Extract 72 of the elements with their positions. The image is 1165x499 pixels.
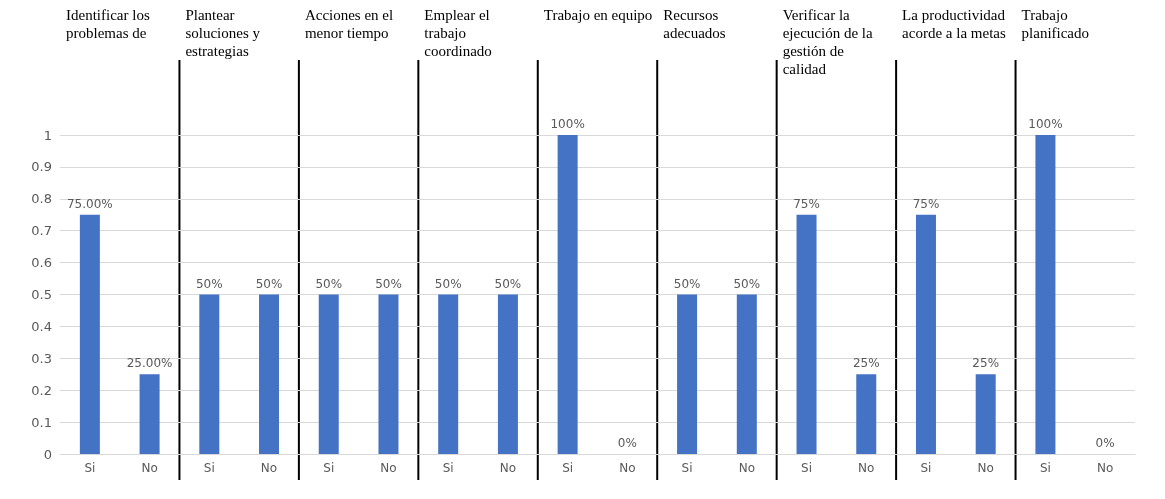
data-label: 100% (1028, 117, 1063, 131)
data-label: 75% (793, 196, 820, 211)
data-label: 0% (1095, 436, 1115, 450)
x-tick-label: No (1096, 461, 1114, 475)
data-label: 25.00% (126, 356, 173, 371)
x-tick-label: No (499, 461, 517, 475)
x-tick-label: Si (323, 461, 335, 475)
x-tick-label: Si (801, 461, 812, 475)
bar (199, 294, 220, 454)
x-tick-label: Si (203, 461, 215, 475)
x-tick-label: No (260, 461, 278, 475)
y-tick-label: 0.9 (31, 159, 52, 175)
bar (318, 294, 339, 454)
x-tick-label: No (380, 461, 397, 475)
text: Recursos adecuados (663, 7, 726, 41)
data-label: 25% (972, 356, 1000, 371)
y-tick-label: 0.1 (31, 414, 52, 430)
text: Trabajo en equipo (543, 7, 653, 23)
bar (497, 294, 518, 454)
bar (1035, 135, 1056, 454)
x-tick-label: Si (442, 461, 454, 475)
data-label: 100% (550, 117, 585, 131)
y-tick-label: 0 (43, 446, 52, 462)
text: Emplear el trabajo coordinado (424, 7, 494, 59)
data-label: 50% (494, 276, 522, 291)
y-tick-label: 0.7 (31, 223, 52, 239)
data-label: 50% (375, 276, 402, 291)
x-tick-label: Si (920, 461, 932, 475)
bar (915, 214, 936, 454)
data-label: 50% (195, 276, 223, 291)
bar (736, 294, 757, 454)
data-label: 50% (434, 276, 462, 291)
bar (79, 214, 100, 454)
data-label: 50% (673, 276, 701, 291)
x-tick-label: Si (1039, 461, 1051, 475)
text: Trabajo planificado (1021, 7, 1090, 41)
data-label: 50% (733, 276, 761, 291)
y-tick-label: 0.6 (31, 255, 52, 271)
bar (438, 294, 459, 454)
y-tick-label: 0.4 (31, 318, 52, 334)
text: Acciones en el menor tiempo (304, 7, 397, 41)
y-tick-label: 0.5 (31, 287, 52, 302)
y-tick-label: 1 (43, 127, 52, 143)
x-tick-label: No (738, 461, 755, 475)
data-label: 50% (255, 276, 283, 291)
bar (557, 135, 578, 454)
y-tick-label: 0.8 (31, 191, 52, 207)
x-tick-label: No (619, 461, 636, 475)
x-tick-label: No (858, 461, 875, 475)
x-tick-label: No (977, 461, 994, 475)
x-tick-label: No (141, 461, 158, 475)
text: Plantear soluciones y estrategias (185, 7, 264, 59)
bar (856, 374, 877, 454)
text: La productividad acorde a la metas (902, 7, 1009, 41)
data-label: 75% (912, 196, 940, 211)
bar (677, 294, 698, 454)
data-label: 75.00% (66, 196, 113, 211)
data-label: 50% (315, 276, 343, 291)
data-label: 25% (852, 356, 880, 371)
y-tick-label: 0.2 (31, 382, 52, 398)
bar (259, 294, 280, 454)
bar (975, 374, 996, 454)
x-tick-label: Si (562, 461, 574, 475)
data-label: 0% (617, 436, 637, 450)
bar (139, 374, 160, 454)
text: Identificar los problemas de (66, 7, 154, 41)
x-tick-label: Si (84, 461, 96, 475)
bar (378, 294, 399, 454)
x-tick-label: Si (681, 461, 693, 475)
text: Verificar la ejecución de la gestión de calidad (782, 7, 877, 77)
y-tick-label: 0.3 (31, 350, 52, 366)
bar (796, 214, 817, 454)
